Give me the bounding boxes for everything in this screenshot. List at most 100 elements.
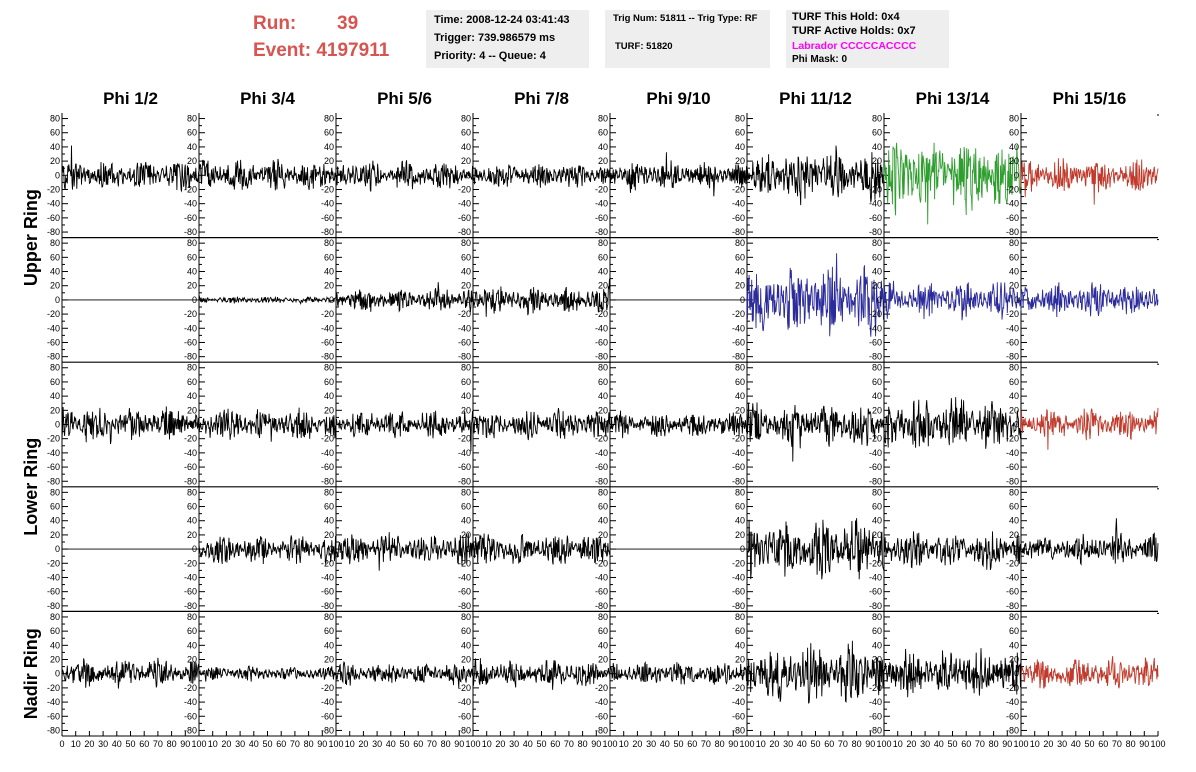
waveform-panel: -80 -60 -40 -20 0 20 40 60 80 (47, 113, 200, 238)
y-tick-label: 80 (324, 114, 334, 124)
y-tick-label: 40 (187, 267, 197, 277)
y-tick-label: 60 (324, 128, 334, 138)
y-tick-label: 0 (329, 420, 334, 430)
x-tick-label: 80 (1126, 739, 1136, 749)
y-tick-label: 20 (324, 530, 334, 540)
y-tick-label: 60 (598, 377, 608, 387)
y-tick-label: 20 (1009, 156, 1019, 166)
y-tick-label: 80 (735, 487, 745, 497)
y-tick-label: 80 (324, 238, 334, 248)
y-tick-label: -20 (732, 558, 745, 568)
y-tick-label: 60 (187, 626, 197, 636)
y-tick-label: -20 (869, 558, 882, 568)
x-tick-label: 70 (838, 739, 848, 749)
y-tick-label: 20 (598, 281, 608, 291)
y-tick-label: 60 (735, 377, 745, 387)
waveform-panel: -80 -60 -40 -20 0 20 40 60 80 (184, 610, 337, 736)
y-tick-label: -40 (321, 448, 334, 458)
y-tick-label: 40 (324, 516, 334, 526)
x-tick-label: 20 (1043, 739, 1053, 749)
x-tick-label: 60 (961, 739, 971, 749)
x-tick-label: 90 (1139, 739, 1149, 749)
y-tick-label: 40 (872, 640, 882, 650)
waveform-panel: -80 -60 -40 -20 0 20 40 60 80 (184, 113, 337, 238)
waveform-panel: -80 -60 -40 -20 0 20 40 60 80 (321, 486, 474, 612)
y-tick-label: -60 (1006, 213, 1019, 223)
x-tick-label: 100 (465, 739, 480, 749)
y-tick-label: -80 (321, 601, 334, 611)
trigger-text: Trigger: 739.986579 ms (434, 32, 556, 44)
y-tick-label: -40 (184, 199, 197, 209)
y-tick-label: 60 (324, 252, 334, 262)
waveform-panel: -80 -60 -40 -20 0 20 40 60 80 (321, 113, 474, 238)
x-tick-label: 90 (317, 739, 327, 749)
y-tick-label: 0 (1014, 295, 1019, 305)
waveform-panel: -80 -60 -40 -20 0 20 40 60 80 (1006, 237, 1159, 363)
y-tick-label: 20 (50, 281, 60, 291)
y-tick-label: 60 (598, 502, 608, 512)
y-tick-label: 0 (55, 295, 60, 305)
y-tick-label: 20 (735, 405, 745, 415)
y-tick-label: -80 (47, 601, 60, 611)
waveform-trace (609, 410, 748, 439)
run-value: 39 (337, 13, 359, 34)
waveform-panel: -80 -60 -40 -20 0 20 40 60 80 (1006, 361, 1159, 487)
x-tick-label: 70 (290, 739, 300, 749)
y-tick-label: -20 (1006, 434, 1019, 444)
x-tick-label: 90 (591, 739, 601, 749)
y-tick-label: 20 (461, 530, 471, 540)
y-tick-label: 20 (598, 156, 608, 166)
waveform-panel: -80 -60 -40 -20 0 20 40 60 80 (458, 361, 611, 487)
y-tick-label: -40 (321, 199, 334, 209)
y-tick-label: -80 (869, 227, 882, 237)
y-tick-label: -60 (47, 587, 60, 597)
x-tick-label: 30 (920, 739, 930, 749)
waveform-panel: -80 -60 -40 -20 0 20 40 60 80 (47, 486, 199, 612)
y-tick-label: 20 (1009, 655, 1019, 665)
y-tick-label: 0 (603, 295, 608, 305)
y-tick-label: -40 (184, 448, 197, 458)
waveform-panel: -80 -60 -40 -20 0 20 40 60 80 (595, 237, 747, 363)
y-tick-label: 60 (461, 377, 471, 387)
x-tick-label: 100 (191, 739, 206, 749)
y-tick-label: 40 (324, 267, 334, 277)
y-tick-label: 60 (735, 502, 745, 512)
y-tick-label: -40 (47, 448, 60, 458)
waveform-panel: -80 -60 -40 -20 0 20 40 60 80 (869, 113, 1022, 238)
waveform-trace (883, 531, 1022, 570)
y-tick-label: 60 (872, 626, 882, 636)
x-tick-label: 50 (947, 739, 957, 749)
x-tick-label: 10 (756, 739, 766, 749)
y-tick-label: -60 (184, 337, 197, 347)
x-tick-label: 30 (98, 739, 108, 749)
y-tick-label: 40 (598, 640, 608, 650)
y-tick-label: 40 (735, 142, 745, 152)
y-tick-label: -60 (321, 587, 334, 597)
y-tick-label: -40 (458, 323, 471, 333)
y-tick-label: 20 (187, 156, 197, 166)
y-tick-label: 40 (872, 142, 882, 152)
y-tick-label: -20 (732, 683, 745, 693)
y-tick-label: 40 (598, 142, 608, 152)
x-tick-label: 60 (550, 739, 560, 749)
x-tick-label: 20 (906, 739, 916, 749)
y-tick-label: -60 (458, 711, 471, 721)
waveform-trace (609, 661, 748, 685)
y-tick-label: 40 (461, 640, 471, 650)
x-tick-label: 10 (893, 739, 903, 749)
y-tick-label: 20 (1009, 405, 1019, 415)
y-tick-label: 60 (461, 128, 471, 138)
y-tick-label: 40 (598, 267, 608, 277)
waveform-panel: -80 -60 -40 -20 0 20 40 60 80 (732, 361, 885, 487)
y-tick-label: 80 (187, 487, 197, 497)
trigger-info-box: Trig Num: 51811 -- Trig Type: RF TURF: 5… (605, 10, 770, 68)
y-tick-label: 20 (1009, 281, 1019, 291)
y-tick-label: 80 (872, 612, 882, 622)
y-tick-label: 80 (1009, 363, 1019, 373)
waveform-trace (746, 253, 885, 337)
waveform-trace (335, 532, 474, 571)
y-tick-label: 0 (329, 669, 334, 679)
y-tick-label: -40 (184, 697, 197, 707)
y-tick-label: 80 (324, 487, 334, 497)
waveform-trace (746, 518, 885, 582)
